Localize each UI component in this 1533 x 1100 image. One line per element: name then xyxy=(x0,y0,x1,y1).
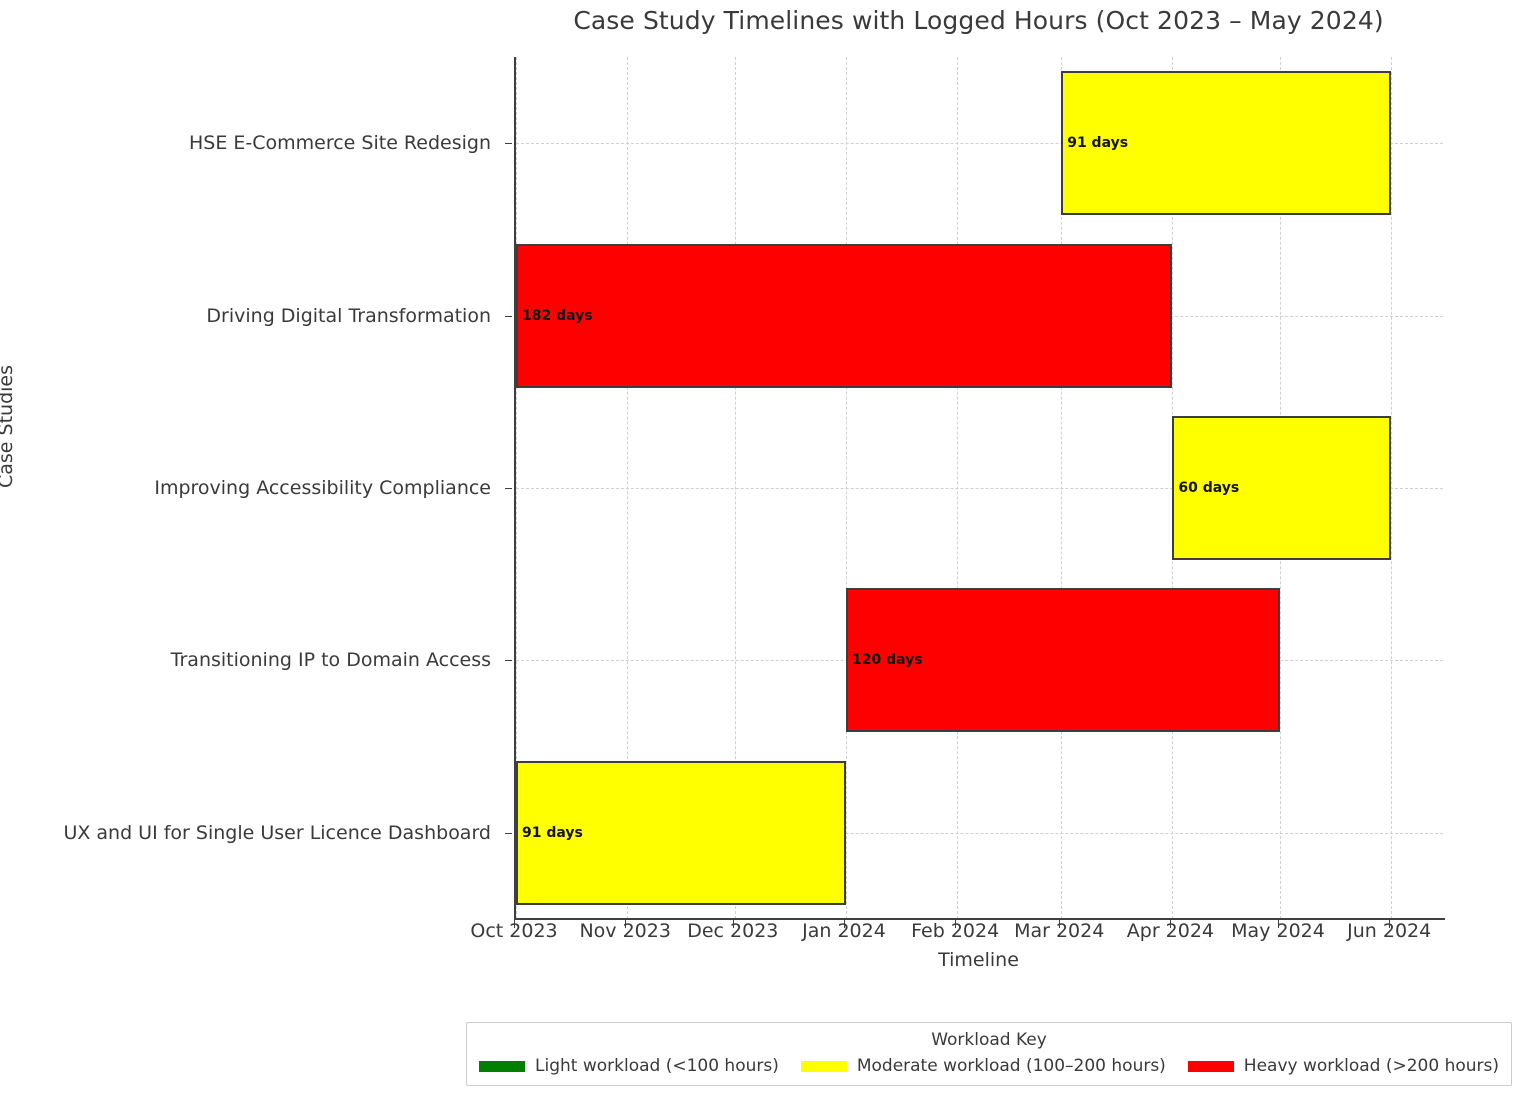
gantt-bar-duration-label: 182 days xyxy=(522,307,593,324)
gantt-bar-duration-label: 91 days xyxy=(1067,135,1129,152)
legend-title: Workload Key xyxy=(931,1030,1047,1050)
y-tick-label: Driving Digital Transformation xyxy=(206,304,491,327)
y-gridline xyxy=(516,143,1443,145)
legend-color-swatch xyxy=(800,1060,847,1072)
x-tick-mark xyxy=(843,920,845,928)
legend-entry-label: Light workload (<100 hours) xyxy=(535,1056,779,1076)
y-tick-mark xyxy=(505,315,512,317)
gantt-bar[interactable]: 91 days xyxy=(1061,71,1392,216)
y-tick-mark xyxy=(505,143,512,145)
x-tick-label: Jun 2024 xyxy=(1347,920,1432,942)
y-gridline xyxy=(516,488,1443,489)
gantt-bar[interactable]: 120 days xyxy=(845,588,1280,733)
gantt-bar[interactable]: 91 days xyxy=(516,760,846,905)
gantt-bar[interactable]: 60 days xyxy=(1172,416,1392,560)
gantt-bar[interactable]: 182 days xyxy=(516,243,1173,388)
x-tick-mark xyxy=(514,920,515,928)
legend-entry-label: Heavy workload (>200 hours) xyxy=(1243,1056,1499,1076)
chart-title: Case Study Timelines with Logged Hours (… xyxy=(573,6,1384,35)
gantt-bar-duration-label: 91 days xyxy=(522,824,583,841)
legend-entry[interactable]: Light workload (<100 hours) xyxy=(479,1056,779,1076)
x-tick-label: Nov 2023 xyxy=(579,920,671,942)
x-tick-label: Dec 2023 xyxy=(687,920,779,942)
y-tick-label: Improving Accessibility Compliance xyxy=(154,477,491,499)
x-tick-mark xyxy=(1278,920,1279,928)
x-tick-label: Mar 2024 xyxy=(1014,920,1105,942)
x-tick-mark xyxy=(955,920,957,928)
legend: Workload Key Light workload (<100 hours)… xyxy=(466,1022,1512,1086)
x-tick-mark xyxy=(732,920,734,928)
x-tick-label: Feb 2024 xyxy=(911,920,1000,942)
legend-entry-list: Light workload (<100 hours) Moderate work… xyxy=(477,1056,1501,1076)
y-tick-label: HSE E-Commerce Site Redesign xyxy=(188,132,491,155)
x-tick-label: Apr 2024 xyxy=(1126,920,1215,942)
legend-entry-label: Moderate workload (100–200 hours) xyxy=(856,1056,1166,1076)
legend-color-swatch xyxy=(479,1060,525,1072)
y-gridline xyxy=(516,832,1443,834)
gantt-bar-duration-label: 120 days xyxy=(851,652,923,669)
plot-area: 91 days 182 days 60 days 120 days 91 days xyxy=(514,57,1443,919)
y-tick-label: Transitioning IP to Domain Access xyxy=(170,649,491,672)
x-tick-mark xyxy=(1059,920,1061,928)
y-axis-tick-labels: HSE E-Commerce Site Redesign Driving Digi… xyxy=(0,57,512,919)
x-tick-label: Jan 2024 xyxy=(802,920,886,942)
gantt-bar-duration-label: 60 days xyxy=(1178,480,1240,496)
x-tick-label: May 2024 xyxy=(1231,920,1325,942)
y-tick-label: UX and UI for Single User Licence Dashbo… xyxy=(63,821,491,844)
x-axis-line xyxy=(514,918,1445,920)
legend-entry[interactable]: Moderate workload (100–200 hours) xyxy=(800,1056,1166,1076)
y-tick-mark xyxy=(505,488,512,489)
x-tick-mark xyxy=(1170,920,1172,928)
x-tick-label: Oct 2023 xyxy=(470,920,558,942)
y-tick-mark xyxy=(505,660,512,662)
x-axis-title: Timeline xyxy=(938,949,1019,971)
y-tick-mark xyxy=(505,832,512,834)
legend-entry[interactable]: Heavy workload (>200 hours) xyxy=(1187,1056,1499,1076)
legend-color-swatch xyxy=(1187,1060,1234,1072)
x-tick-mark xyxy=(1389,920,1391,928)
x-tick-mark xyxy=(625,920,627,928)
